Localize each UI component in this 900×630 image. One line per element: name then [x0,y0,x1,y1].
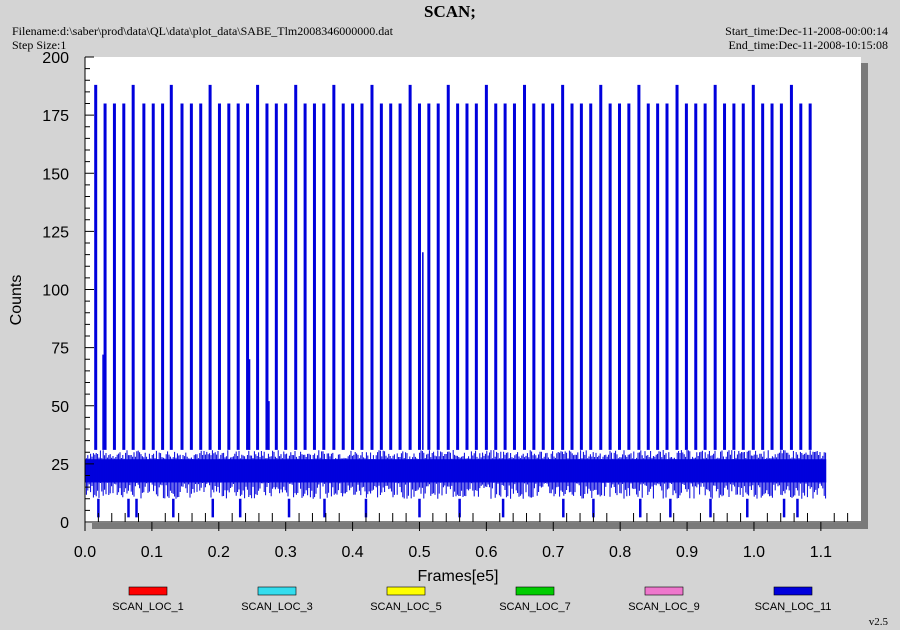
version-label: v2.5 [868,616,888,628]
y-tick-label: 200 [42,50,69,67]
y-tick-label: 0 [60,515,69,532]
legend-swatch [773,586,813,596]
x-tick-label: 0.9 [676,544,698,561]
x-tick-label: 0.7 [542,544,564,561]
x-tick-label: 0.8 [609,544,631,561]
legend: SCAN_LOC_1 SCAN_LOC_3 SCAN_LOC_5 SCAN_LOC_7… [112,586,832,613]
y-tick-label: 75 [51,341,69,358]
legend-swatch [257,586,297,596]
y-axis-label: Counts [8,275,25,326]
chart-title: SCAN; [424,2,476,21]
x-tick-label: 0.2 [208,544,230,561]
legend-label: SCAN_LOC_5 [370,601,442,613]
y-tick-label: 175 [42,108,69,125]
legend-swatch [386,586,426,596]
y-tick-label: 100 [42,283,69,300]
start-time-label: Start_time:Dec-11-2008-00:00:14 [725,24,888,38]
x-tick-label: 0.1 [141,544,163,561]
plot-area [85,57,861,523]
x-axis-label: Frames[e5] [418,568,499,585]
x-tick-label: 0.5 [408,544,430,561]
y-tick-label: 25 [51,457,69,474]
x-tick-label: 1.1 [810,544,832,561]
end-time-label: End_time:Dec-11-2008-10:15:08 [728,38,888,52]
x-tick-label: 0.4 [341,544,363,561]
axes-group: 0 25 50 75 100 125 150 175 200 0.0 0.1 0.2 0.3 0.4 0.5… [42,50,861,561]
x-tick-label: 0.3 [275,544,297,561]
legend-label: SCAN_LOC_1 [112,601,184,613]
x-tick-label: 1.0 [743,544,765,561]
legend-label: SCAN_LOC_11 [755,601,832,613]
step-size-label: Step Size:1 [12,38,67,52]
series-group [94,84,812,518]
y-tick-label: 150 [42,166,69,183]
y-tick-label: 125 [42,224,69,241]
legend-swatch [128,586,168,596]
filename-label: Filename:d:\saber\prod\data\QL\data\plot… [12,24,393,38]
x-tick-label: 0.0 [74,544,96,561]
legend-label: SCAN_LOC_9 [628,601,700,613]
legend-label: SCAN_LOC_3 [241,601,313,613]
y-tick-label: 50 [51,399,69,416]
legend-swatch [644,586,684,596]
x-tick-label: 0.6 [475,544,497,561]
legend-swatch [515,586,555,596]
legend-label: SCAN_LOC_7 [499,601,571,613]
